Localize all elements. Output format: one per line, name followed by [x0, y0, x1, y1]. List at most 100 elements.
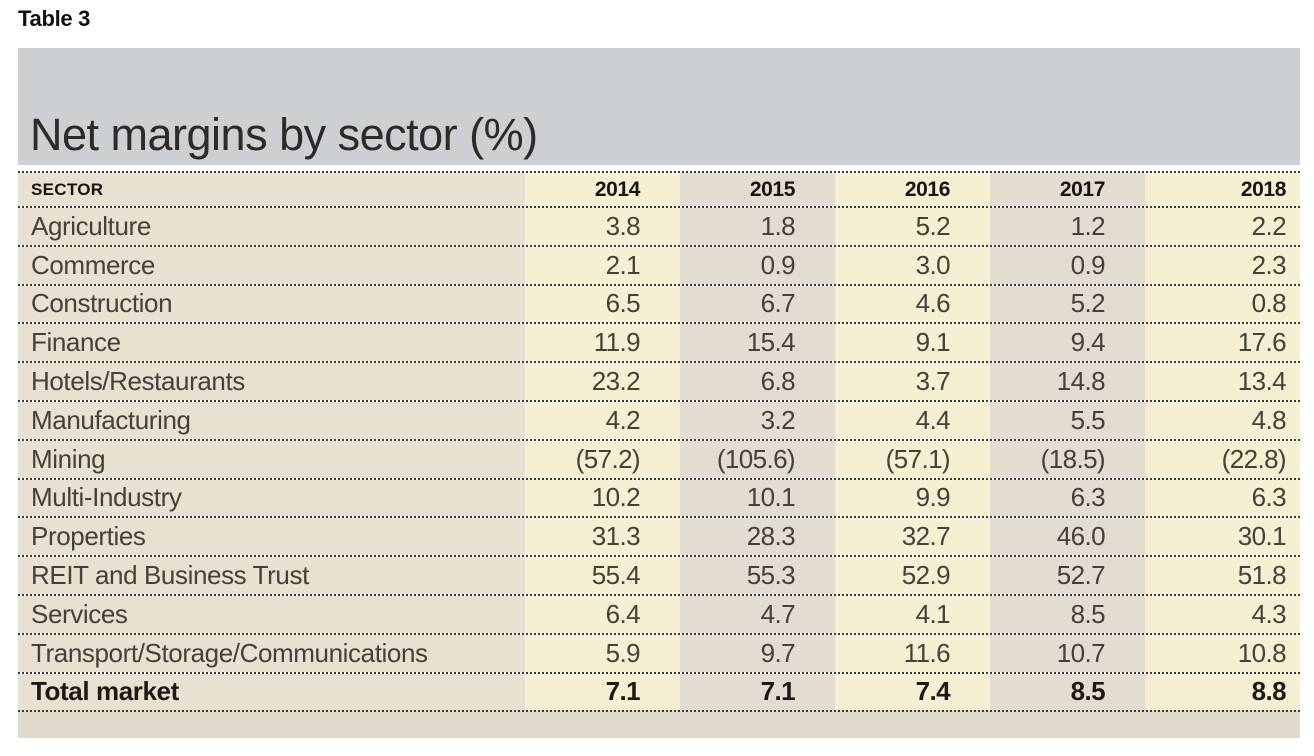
value-cell: 3.2	[680, 401, 835, 439]
value-cell: 4.2	[525, 401, 680, 439]
value-cell: 4.8	[1145, 401, 1300, 439]
table-number-label: Table 3	[18, 6, 91, 31]
value-cell: 14.8	[990, 363, 1145, 400]
column-header-2017: 2017	[990, 173, 1145, 206]
value-cell: 11.6	[835, 634, 990, 672]
banner-gap	[18, 165, 1300, 171]
value-cell: 15.4	[680, 324, 835, 362]
table-row-hotels-restaurants: Hotels/Restaurants 23.2 6.8 3.7 14.8 13.…	[18, 361, 1300, 400]
value-cell: 55.3	[680, 557, 835, 594]
sector-name: Commerce	[18, 246, 525, 284]
value-cell: 10.7	[990, 634, 1145, 672]
value-cell: 9.1	[835, 324, 990, 362]
sector-name: Construction	[18, 285, 525, 323]
value-cell: 7.1	[525, 673, 680, 711]
value-cell: 2.3	[1145, 246, 1300, 284]
table-row-transport-storage-communications: Transport/Storage/Communications 5.9 9.7…	[18, 632, 1300, 672]
table-row-mining: Mining (57.2) (105.6) (57.1) (18.5) (22.…	[18, 438, 1300, 478]
sector-name: Multi-Industry	[18, 479, 525, 517]
header-row: SECTOR 2014 2015 2016 2017 2018	[18, 171, 1300, 206]
value-cell: 5.2	[835, 208, 990, 245]
value-cell: 8.8	[1145, 673, 1300, 711]
value-cell: 7.1	[680, 673, 835, 711]
sector-name: REIT and Business Trust	[18, 557, 525, 594]
value-cell: 6.4	[525, 595, 680, 633]
value-cell: 46.0	[990, 518, 1145, 556]
value-cell: 10.8	[1145, 634, 1300, 672]
table-row-reit-business-trust: REIT and Business Trust 55.4 55.3 52.9 5…	[18, 555, 1300, 594]
value-cell: 4.4	[835, 401, 990, 439]
value-cell: 6.8	[680, 363, 835, 400]
value-cell: 51.8	[1145, 557, 1300, 594]
value-cell: 0.9	[680, 246, 835, 284]
value-cell: 2.2	[1145, 208, 1300, 245]
sector-name: Agriculture	[18, 208, 525, 245]
value-cell: (22.8)	[1145, 440, 1300, 478]
table-row-agriculture: Agriculture 3.8 1.8 5.2 1.2 2.2	[18, 206, 1300, 245]
value-cell: (18.5)	[990, 440, 1145, 478]
value-cell: 3.0	[835, 246, 990, 284]
value-cell: 6.3	[1145, 479, 1300, 517]
value-cell: 28.3	[680, 518, 835, 556]
sector-name: Mining	[18, 440, 525, 478]
value-cell: 30.1	[1145, 518, 1300, 556]
table-row-manufacturing: Manufacturing 4.2 3.2 4.4 5.5 4.8	[18, 399, 1300, 439]
value-cell: 5.5	[990, 401, 1145, 439]
column-header-2014: 2014	[525, 173, 680, 206]
column-header-2016: 2016	[835, 173, 990, 206]
value-cell: 55.4	[525, 557, 680, 594]
sector-name: Total market	[18, 673, 525, 711]
value-cell: 23.2	[525, 363, 680, 400]
sector-name: Finance	[18, 324, 525, 362]
value-cell: 10.2	[525, 479, 680, 517]
table-row-construction: Construction 6.5 6.7 4.6 5.2 0.8	[18, 283, 1300, 323]
table-row-finance: Finance 11.9 15.4 9.1 9.4 17.6	[18, 322, 1300, 362]
column-header-2015: 2015	[680, 173, 835, 206]
value-cell: 6.3	[990, 479, 1145, 517]
table-row-multi-industry: Multi-Industry 10.2 10.1 9.9 6.3 6.3	[18, 477, 1300, 517]
table-row-total-market: Total market 7.1 7.1 7.4 8.5 8.8	[18, 671, 1300, 711]
title-banner: Net margins by sector (%)	[18, 48, 1300, 165]
value-cell: 31.3	[525, 518, 680, 556]
value-cell: 4.6	[835, 285, 990, 323]
value-cell: 0.9	[990, 246, 1145, 284]
value-cell: 1.8	[680, 208, 835, 245]
value-cell: (105.6)	[680, 440, 835, 478]
value-cell: 1.2	[990, 208, 1145, 245]
table-panel: Net margins by sector (%) SECTOR 2014 20…	[18, 48, 1300, 739]
value-cell: 9.4	[990, 324, 1145, 362]
value-cell: 11.9	[525, 324, 680, 362]
value-cell: 10.1	[680, 479, 835, 517]
value-cell: 6.5	[525, 285, 680, 323]
value-cell: 0.8	[1145, 285, 1300, 323]
value-cell: 3.8	[525, 208, 680, 245]
table-footer-strip	[18, 710, 1300, 739]
value-cell: 9.7	[680, 634, 835, 672]
value-cell: 52.9	[835, 557, 990, 594]
value-cell: 32.7	[835, 518, 990, 556]
value-cell: 52.7	[990, 557, 1145, 594]
sector-name: Services	[18, 595, 525, 633]
value-cell: 7.4	[835, 673, 990, 711]
value-cell: 9.9	[835, 479, 990, 517]
value-cell: 6.7	[680, 285, 835, 323]
value-cell: (57.1)	[835, 440, 990, 478]
column-header-2018: 2018	[1145, 173, 1300, 206]
column-header-sector: SECTOR	[18, 173, 525, 206]
table-title: Net margins by sector (%)	[30, 108, 538, 160]
value-cell: 2.1	[525, 246, 680, 284]
value-cell: 4.1	[835, 595, 990, 633]
sector-name: Manufacturing	[18, 401, 525, 439]
value-cell: 8.5	[990, 673, 1145, 711]
sector-name: Properties	[18, 518, 525, 556]
value-cell: 13.4	[1145, 363, 1300, 400]
value-cell: 8.5	[990, 595, 1145, 633]
value-cell: 4.3	[1145, 595, 1300, 633]
sector-name: Hotels/Restaurants	[18, 363, 525, 400]
value-cell: 4.7	[680, 595, 835, 633]
value-cell: 17.6	[1145, 324, 1300, 362]
value-cell: 5.9	[525, 634, 680, 672]
table-row-commerce: Commerce 2.1 0.9 3.0 0.9 2.3	[18, 244, 1300, 284]
sector-name: Transport/Storage/Communications	[18, 634, 525, 672]
